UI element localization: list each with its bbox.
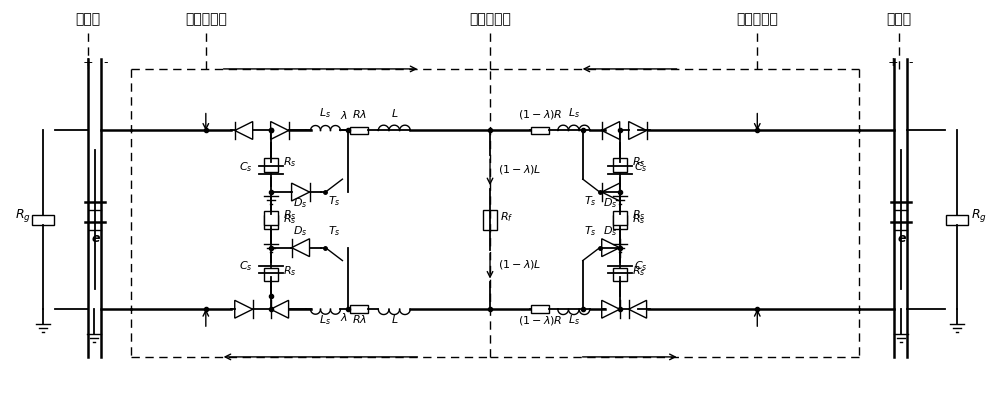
Text: $T_s$: $T_s$	[328, 194, 341, 208]
Text: $(1-\lambda)R$: $(1-\lambda)R$	[518, 108, 562, 121]
Bar	[531, 305, 549, 313]
Bar	[264, 215, 278, 229]
Text: $R_s$: $R_s$	[283, 155, 296, 169]
Text: 电流检测点: 电流检测点	[185, 12, 227, 26]
Text: -: -	[103, 56, 108, 69]
Text: $(1-\lambda)L$: $(1-\lambda)L$	[498, 258, 541, 271]
Bar	[483, 210, 497, 230]
Text: $\lambda$: $\lambda$	[340, 108, 348, 120]
Bar	[350, 305, 368, 313]
Text: $T_s$: $T_s$	[328, 224, 341, 238]
Bar	[613, 215, 627, 229]
Text: $D_s$: $D_s$	[603, 196, 618, 210]
Text: $(1-\lambda)R$: $(1-\lambda)R$	[518, 314, 562, 327]
Text: 电流检测点: 电流检测点	[736, 12, 778, 26]
Text: $R_s$: $R_s$	[632, 208, 645, 222]
Bar	[264, 268, 278, 282]
Text: $D_s$: $D_s$	[293, 224, 308, 238]
Bar	[32, 215, 54, 225]
Text: $C_s$: $C_s$	[239, 260, 253, 273]
Text: 母线二: 母线二	[886, 12, 911, 26]
Text: $R_s$: $R_s$	[283, 208, 296, 222]
Text: $(1-\lambda)L$: $(1-\lambda)L$	[498, 163, 541, 176]
Text: $R_s$: $R_s$	[283, 264, 296, 278]
Bar	[350, 126, 368, 134]
Text: $R_s$: $R_s$	[632, 264, 645, 278]
Bar	[264, 211, 278, 225]
Text: $D_s$: $D_s$	[293, 196, 308, 210]
Text: +: +	[888, 56, 899, 69]
Text: $R_g$: $R_g$	[15, 207, 31, 224]
Bar	[613, 268, 627, 282]
Text: $R_f$: $R_f$	[500, 210, 513, 224]
Text: $\boldsymbol{e}$: $\boldsymbol{e}$	[897, 232, 907, 245]
Text: $T_s$: $T_s$	[584, 194, 597, 208]
Bar	[946, 215, 968, 225]
Text: $C_s$: $C_s$	[634, 260, 647, 273]
Text: $L$: $L$	[391, 106, 398, 118]
Text: $R_g$: $R_g$	[971, 207, 987, 224]
Text: $L_s$: $L_s$	[319, 106, 332, 120]
Text: $R_s$: $R_s$	[632, 212, 645, 226]
Text: $R_s$: $R_s$	[283, 212, 296, 226]
Text: $\boldsymbol{e}$: $\boldsymbol{e}$	[91, 232, 101, 245]
Text: 短路设置点: 短路设置点	[469, 12, 511, 26]
Text: $D_s$: $D_s$	[603, 224, 618, 238]
Text: $R_s$: $R_s$	[632, 155, 645, 169]
Text: $L_s$: $L_s$	[568, 313, 580, 327]
Text: $R\lambda$: $R\lambda$	[352, 313, 367, 325]
Text: $\lambda$: $\lambda$	[340, 311, 348, 323]
Bar	[613, 211, 627, 225]
Text: -: -	[909, 56, 913, 69]
Bar	[264, 158, 278, 172]
Text: $L$: $L$	[391, 313, 398, 325]
Text: $C_s$: $C_s$	[634, 160, 647, 174]
Bar	[531, 126, 549, 134]
Text: +: +	[82, 56, 93, 69]
Text: 母线一: 母线一	[76, 12, 101, 26]
Text: $L_s$: $L_s$	[319, 313, 332, 327]
Text: $R\lambda$: $R\lambda$	[352, 108, 367, 120]
Text: $L_s$: $L_s$	[568, 106, 580, 120]
Text: $T_s$: $T_s$	[584, 224, 597, 238]
Text: $C_s$: $C_s$	[239, 160, 253, 174]
Bar	[613, 158, 627, 172]
